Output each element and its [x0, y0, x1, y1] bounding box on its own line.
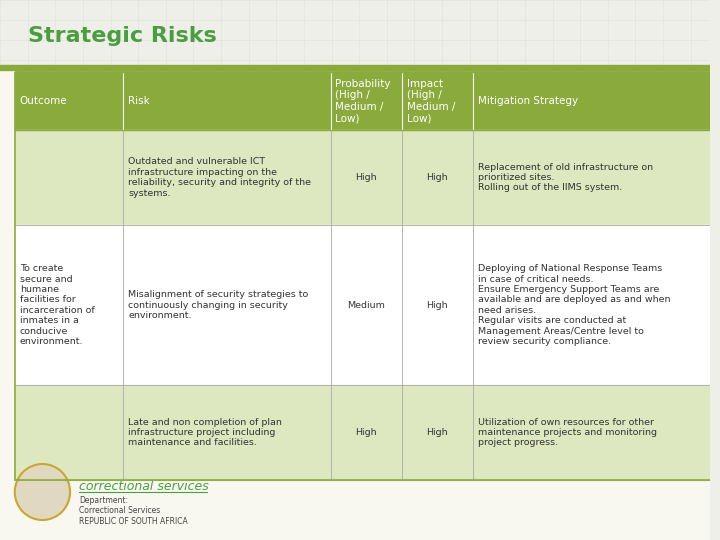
Text: High: High — [355, 173, 377, 182]
Bar — [330, 130, 402, 225]
Bar — [472, 225, 720, 385]
Bar — [123, 130, 330, 225]
Text: Strategic Risks: Strategic Risks — [27, 26, 217, 46]
Bar — [472, 385, 720, 480]
Text: Probability
(High /
Medium /
Low): Probability (High / Medium / Low) — [336, 79, 391, 124]
Bar — [15, 72, 123, 130]
Text: Risk: Risk — [128, 96, 150, 106]
Bar — [472, 72, 720, 130]
Bar — [402, 385, 472, 480]
Text: High: High — [426, 428, 448, 437]
Bar — [123, 385, 330, 480]
Text: correctional services: correctional services — [79, 480, 209, 493]
Text: Misalignment of security strategies to
continuously changing in security
environ: Misalignment of security strategies to c… — [128, 290, 308, 320]
Bar — [15, 72, 720, 480]
Bar — [0, 0, 711, 65]
Bar — [330, 385, 402, 480]
Bar — [15, 72, 720, 130]
Circle shape — [15, 464, 70, 520]
Bar — [402, 130, 472, 225]
Text: Deploying of National Response Teams
in case of critical needs.
Ensure Emergency: Deploying of National Response Teams in … — [477, 264, 670, 346]
Text: Replacement of old infrastructure on
prioritized sites.
Rolling out of the IIMS : Replacement of old infrastructure on pri… — [477, 163, 652, 192]
Text: Outcome: Outcome — [19, 96, 68, 106]
Bar — [15, 225, 123, 385]
Text: Utilization of own resources for other
maintenance projects and monitoring
proje: Utilization of own resources for other m… — [477, 417, 657, 448]
Bar — [123, 225, 330, 385]
Bar — [330, 72, 402, 130]
Text: Department:
Correctional Services
REPUBLIC OF SOUTH AFRICA: Department: Correctional Services REPUBL… — [79, 496, 188, 526]
Bar — [472, 130, 720, 225]
Bar — [402, 225, 472, 385]
Text: Late and non completion of plan
infrastructure project including
maintenance and: Late and non completion of plan infrastr… — [128, 417, 282, 448]
Bar — [15, 130, 123, 225]
Bar — [402, 72, 472, 130]
Text: Outdated and vulnerable ICT
infrastructure impacting on the
reliability, securit: Outdated and vulnerable ICT infrastructu… — [128, 157, 311, 198]
Text: High: High — [355, 428, 377, 437]
Bar — [330, 225, 402, 385]
Text: High: High — [426, 173, 448, 182]
Bar — [15, 385, 123, 480]
Text: Medium: Medium — [347, 300, 385, 309]
Text: Mitigation Strategy: Mitigation Strategy — [477, 96, 577, 106]
Bar — [0, 65, 711, 70]
Text: To create
secure and
humane
facilities for
incarceration of
inmates in a
conduci: To create secure and humane facilities f… — [19, 264, 94, 346]
Bar — [123, 72, 330, 130]
Bar — [0, 70, 711, 540]
Text: Impact
(High /
Medium /
Low): Impact (High / Medium / Low) — [407, 79, 455, 124]
Text: High: High — [426, 300, 448, 309]
